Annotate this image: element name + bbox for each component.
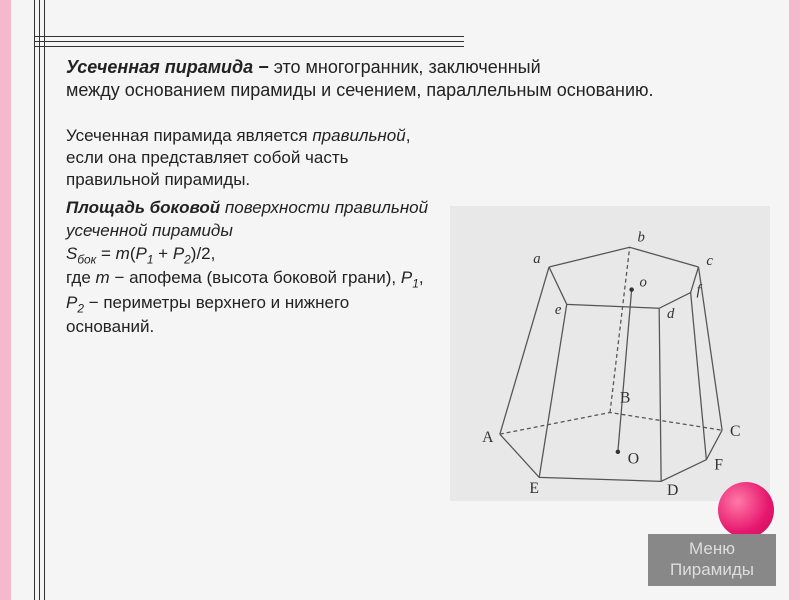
regular-pyramid-text: Усеченная пирамида является правильной, …	[66, 125, 436, 191]
svg-text:o: o	[640, 275, 647, 291]
area-formula-text: Площадь боковой поверхности правильной у…	[66, 197, 436, 339]
pink-stripe-right	[789, 0, 800, 600]
pink-glossy-ball	[718, 482, 774, 538]
svg-text:E: E	[529, 480, 539, 497]
svg-text:a: a	[533, 251, 540, 267]
frustum-svg: ABCDEFOabcdefo	[450, 206, 770, 501]
pink-stripe-left	[0, 0, 11, 600]
definition-term: Усеченная пирамида −	[66, 57, 269, 77]
svg-text:c: c	[706, 253, 713, 269]
svg-text:d: d	[667, 306, 675, 322]
svg-text:A: A	[482, 429, 494, 446]
svg-text:F: F	[714, 457, 723, 474]
svg-text:C: C	[730, 423, 740, 440]
svg-text:e: e	[555, 302, 562, 318]
frustum-diagram: ABCDEFOabcdefo	[450, 206, 770, 501]
svg-text:O: O	[628, 451, 639, 468]
menu-button[interactable]: Меню Пирамиды	[648, 534, 776, 587]
menu-line1: Меню	[689, 539, 735, 558]
svg-text:b: b	[638, 229, 645, 245]
menu-line2: Пирамиды	[670, 560, 754, 579]
svg-text:D: D	[667, 482, 678, 499]
definition-text: Усеченная пирамида − это многогранник, з…	[66, 56, 666, 103]
triple-horizontal-rule	[34, 36, 464, 37]
svg-text:B: B	[620, 390, 630, 407]
